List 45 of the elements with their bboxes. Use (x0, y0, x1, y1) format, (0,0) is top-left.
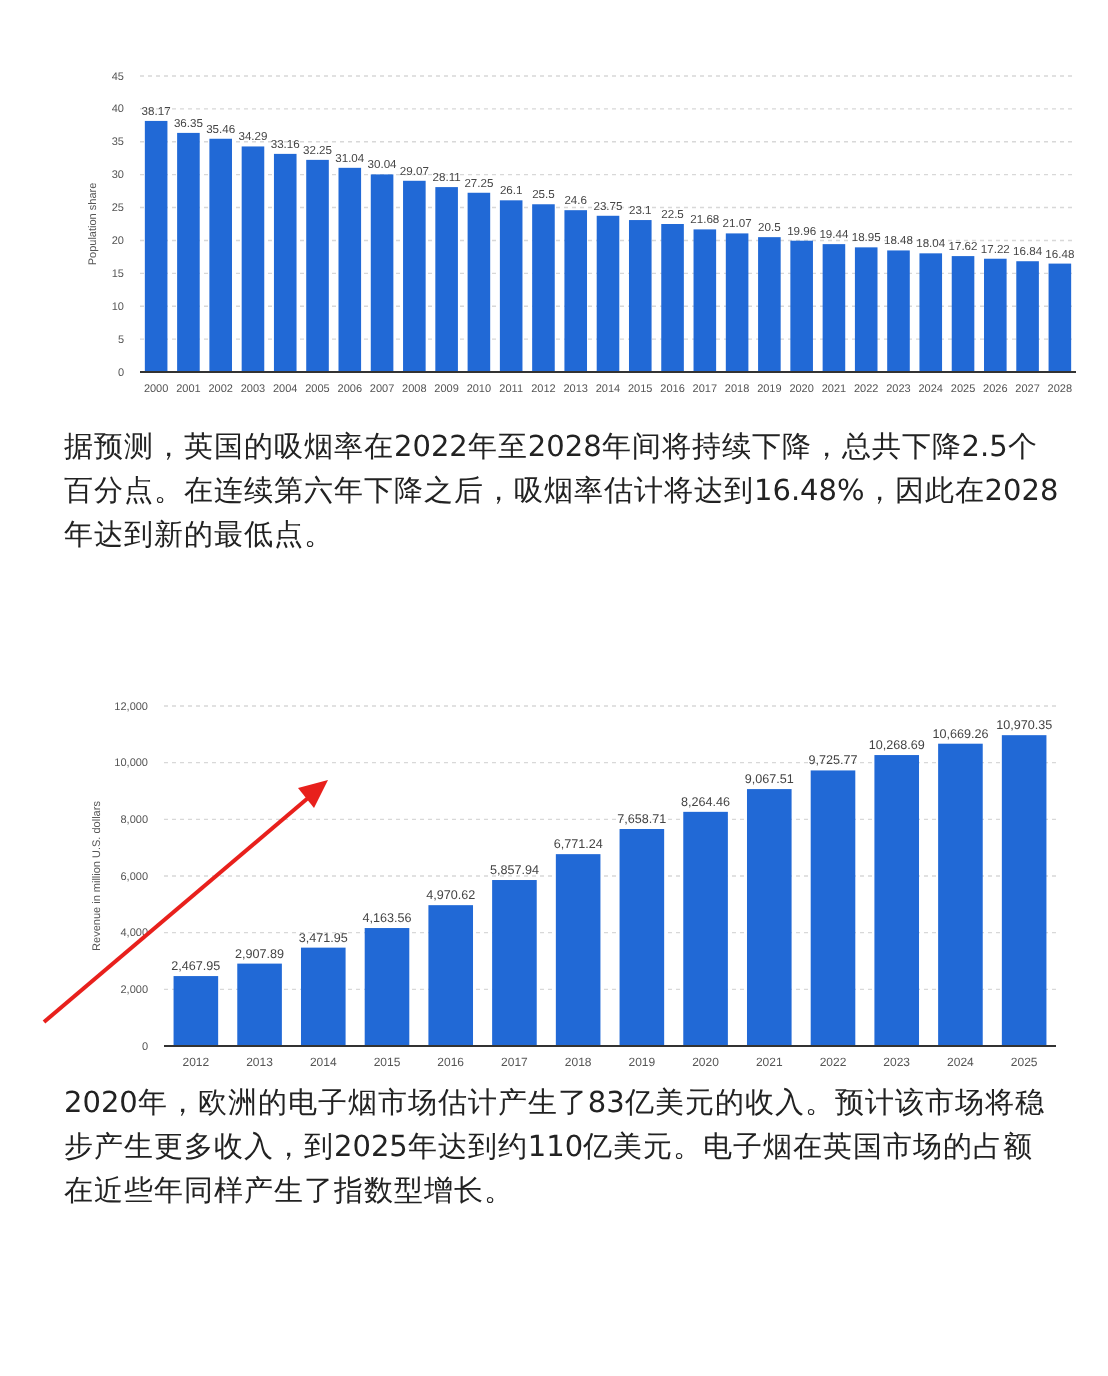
bar (173, 976, 219, 1046)
bar (693, 229, 717, 372)
bar (177, 132, 200, 372)
bar (306, 159, 329, 372)
bar (725, 233, 749, 372)
bar (746, 789, 792, 1046)
bar (938, 743, 983, 1046)
bar (564, 210, 588, 372)
bar (854, 247, 878, 372)
bar (628, 220, 652, 372)
bar (683, 811, 728, 1046)
bar (144, 120, 168, 372)
bar (492, 880, 537, 1046)
bar (596, 215, 620, 372)
bar (364, 928, 410, 1046)
bar (273, 153, 297, 372)
bar (241, 146, 265, 372)
bar (532, 204, 555, 372)
bar (887, 250, 910, 372)
bar (300, 947, 346, 1046)
bar (619, 829, 665, 1046)
bar (403, 180, 426, 372)
bar (370, 174, 394, 372)
bar (790, 240, 813, 372)
bar (1016, 261, 1039, 372)
bar (822, 244, 846, 372)
bar (810, 770, 856, 1046)
bar (1001, 735, 1047, 1046)
bar (951, 256, 975, 372)
bar (435, 187, 458, 372)
text: 2020年，欧洲的电子烟市场估计产生了83亿美元的收入。预计该市场将稳步产生更多收入，到2025年达到约110亿美元。电子烟在英国市场的占额在近些年同样产生了指数型增长。 (64, 1086, 1045, 1208)
bar (661, 224, 684, 372)
bar (1048, 263, 1072, 372)
bar (467, 192, 491, 372)
bar (209, 138, 232, 372)
bar (555, 854, 601, 1046)
bar (758, 237, 781, 372)
bar (499, 200, 523, 372)
bar (237, 963, 282, 1046)
bar (984, 258, 1007, 372)
bar (428, 905, 474, 1046)
text: 据预测，英国的吸烟率在2022年至2028年间将持续下降，总共下降2.5个百分点。在连续第六年下降之后，吸烟率估计将达到16.48%，因此在2028年达到新的最低点。 (64, 430, 1059, 552)
bar (919, 253, 943, 372)
bar (338, 167, 362, 372)
bar (874, 755, 920, 1046)
